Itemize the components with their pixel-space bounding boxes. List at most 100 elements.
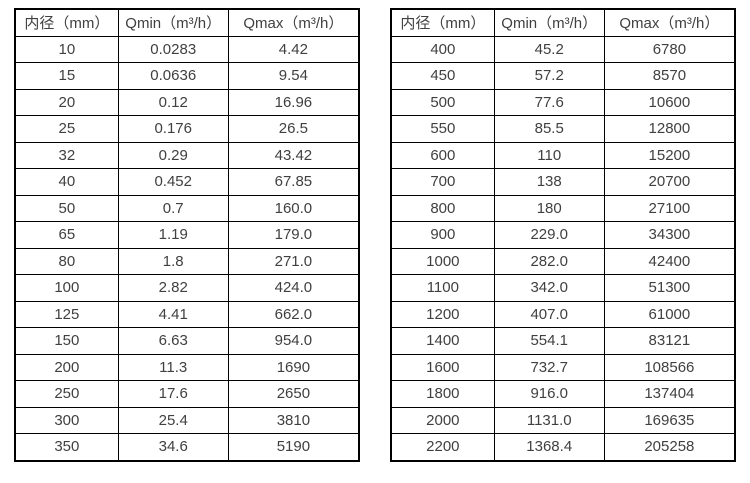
table-cell: 108566 [603, 353, 736, 381]
table-cell: 700 [390, 168, 495, 196]
table-cell: 600 [390, 141, 495, 169]
table-cell: 1.19 [117, 221, 229, 249]
table-cell: 1000 [390, 247, 495, 275]
table-cell: 6780 [603, 35, 736, 63]
table-cell: 200 [14, 353, 119, 381]
table-cell: 80 [14, 247, 119, 275]
table-cell: 424.0 [227, 274, 360, 302]
table-cell: 125 [14, 300, 119, 328]
table-cell: 20 [14, 88, 119, 116]
table-cell: 25 [14, 115, 119, 143]
table-row: 25 0.176 26.5 [14, 115, 360, 143]
table-cell: 1.8 [117, 247, 229, 275]
table-row: 40 0.452 67.85 [14, 168, 360, 196]
table-cell: 1200 [390, 300, 495, 328]
table-cell: 350 [14, 433, 119, 461]
table-cell: 12800 [603, 115, 736, 143]
table-row: 900 229.0 34300 [390, 221, 736, 249]
table-row: 20 0.12 16.96 [14, 88, 360, 116]
flow-spec-table-large-diameters: 内径（mm） Qmin（m³/h） Qmax（m³/h） 400 45.2 6780 450… [390, 8, 736, 462]
table-row: 350 34.6 5190 [14, 433, 360, 461]
header-row: 内径（mm） Qmin（m³/h） Qmax（m³/h） [390, 8, 736, 37]
table-cell: 179.0 [227, 221, 360, 249]
table-cell: 342.0 [493, 274, 605, 302]
table-cell: 42400 [603, 247, 736, 275]
table-cell: 26.5 [227, 115, 360, 143]
table-row: 80 1.8 271.0 [14, 247, 360, 275]
table-cell: 8570 [603, 62, 736, 90]
table-cell: 0.176 [117, 115, 229, 143]
table-cell: 32 [14, 141, 119, 169]
table-cell: 1690 [227, 353, 360, 381]
table-cell: 205258 [603, 433, 736, 461]
table-row: 200 11.3 1690 [14, 353, 360, 381]
table-cell: 2000 [390, 406, 495, 434]
table-cell: 0.0283 [117, 35, 229, 63]
table-row: 125 4.41 662.0 [14, 300, 360, 328]
table-cell: 160.0 [227, 194, 360, 222]
table-cell: 250 [14, 380, 119, 408]
table-cell: 27100 [603, 194, 736, 222]
table-cell: 10600 [603, 88, 736, 116]
table-cell: 11.3 [117, 353, 229, 381]
table-cell: 450 [390, 62, 495, 90]
table-cell: 65 [14, 221, 119, 249]
table-cell: 83121 [603, 327, 736, 355]
table-row: 700 138 20700 [390, 168, 736, 196]
table-cell: 662.0 [227, 300, 360, 328]
table-row: 2000 1131.0 169635 [390, 406, 736, 434]
table-cell: 16.96 [227, 88, 360, 116]
table-cell: 1800 [390, 380, 495, 408]
table-cell: 400 [390, 35, 495, 63]
table-row: 500 77.6 10600 [390, 88, 736, 116]
table-cell: 150 [14, 327, 119, 355]
table-cell: 900 [390, 221, 495, 249]
table-cell: 25.4 [117, 406, 229, 434]
column-header: Qmin（m³/h） [117, 8, 229, 37]
table-cell: 17.6 [117, 380, 229, 408]
flow-spec-table-small-diameters: 内径（mm） Qmin（m³/h） Qmax（m³/h） 10 0.0283 4.42 15… [14, 8, 360, 462]
table-cell: 1400 [390, 327, 495, 355]
table-cell: 916.0 [493, 380, 605, 408]
table-cell: 0.29 [117, 141, 229, 169]
table-cell: 0.452 [117, 168, 229, 196]
table-cell: 169635 [603, 406, 736, 434]
table-cell: 9.54 [227, 62, 360, 90]
table-cell: 300 [14, 406, 119, 434]
table-cell: 50 [14, 194, 119, 222]
table-cell: 282.0 [493, 247, 605, 275]
table-cell: 15200 [603, 141, 736, 169]
table-cell: 1600 [390, 353, 495, 381]
table-row: 2200 1368.4 205258 [390, 433, 736, 461]
column-header: Qmin（m³/h） [493, 8, 605, 37]
table-cell: 40 [14, 168, 119, 196]
table-cell: 43.42 [227, 141, 360, 169]
table-row: 400 45.2 6780 [390, 35, 736, 63]
table-row: 65 1.19 179.0 [14, 221, 360, 249]
table-cell: 5190 [227, 433, 360, 461]
table-row: 150 6.63 954.0 [14, 327, 360, 355]
table-cell: 0.0636 [117, 62, 229, 90]
table-cell: 1368.4 [493, 433, 605, 461]
column-header: 内径（mm） [390, 8, 495, 37]
table-row: 300 25.4 3810 [14, 406, 360, 434]
table-cell: 138 [493, 168, 605, 196]
table-row: 1200 407.0 61000 [390, 300, 736, 328]
table-row: 1800 916.0 137404 [390, 380, 736, 408]
table-cell: 3810 [227, 406, 360, 434]
table-cell: 500 [390, 88, 495, 116]
table-cell: 1100 [390, 274, 495, 302]
table-row: 1000 282.0 42400 [390, 247, 736, 275]
table-row: 10 0.0283 4.42 [14, 35, 360, 63]
table-row: 1400 554.1 83121 [390, 327, 736, 355]
table-cell: 57.2 [493, 62, 605, 90]
table-row: 450 57.2 8570 [390, 62, 736, 90]
column-header: Qmax（m³/h） [603, 8, 736, 37]
table-cell: 34300 [603, 221, 736, 249]
table-cell: 110 [493, 141, 605, 169]
header-row: 内径（mm） Qmin（m³/h） Qmax（m³/h） [14, 8, 360, 37]
table-cell: 77.6 [493, 88, 605, 116]
table-cell: 2650 [227, 380, 360, 408]
table-cell: 100 [14, 274, 119, 302]
table-cell: 2.82 [117, 274, 229, 302]
